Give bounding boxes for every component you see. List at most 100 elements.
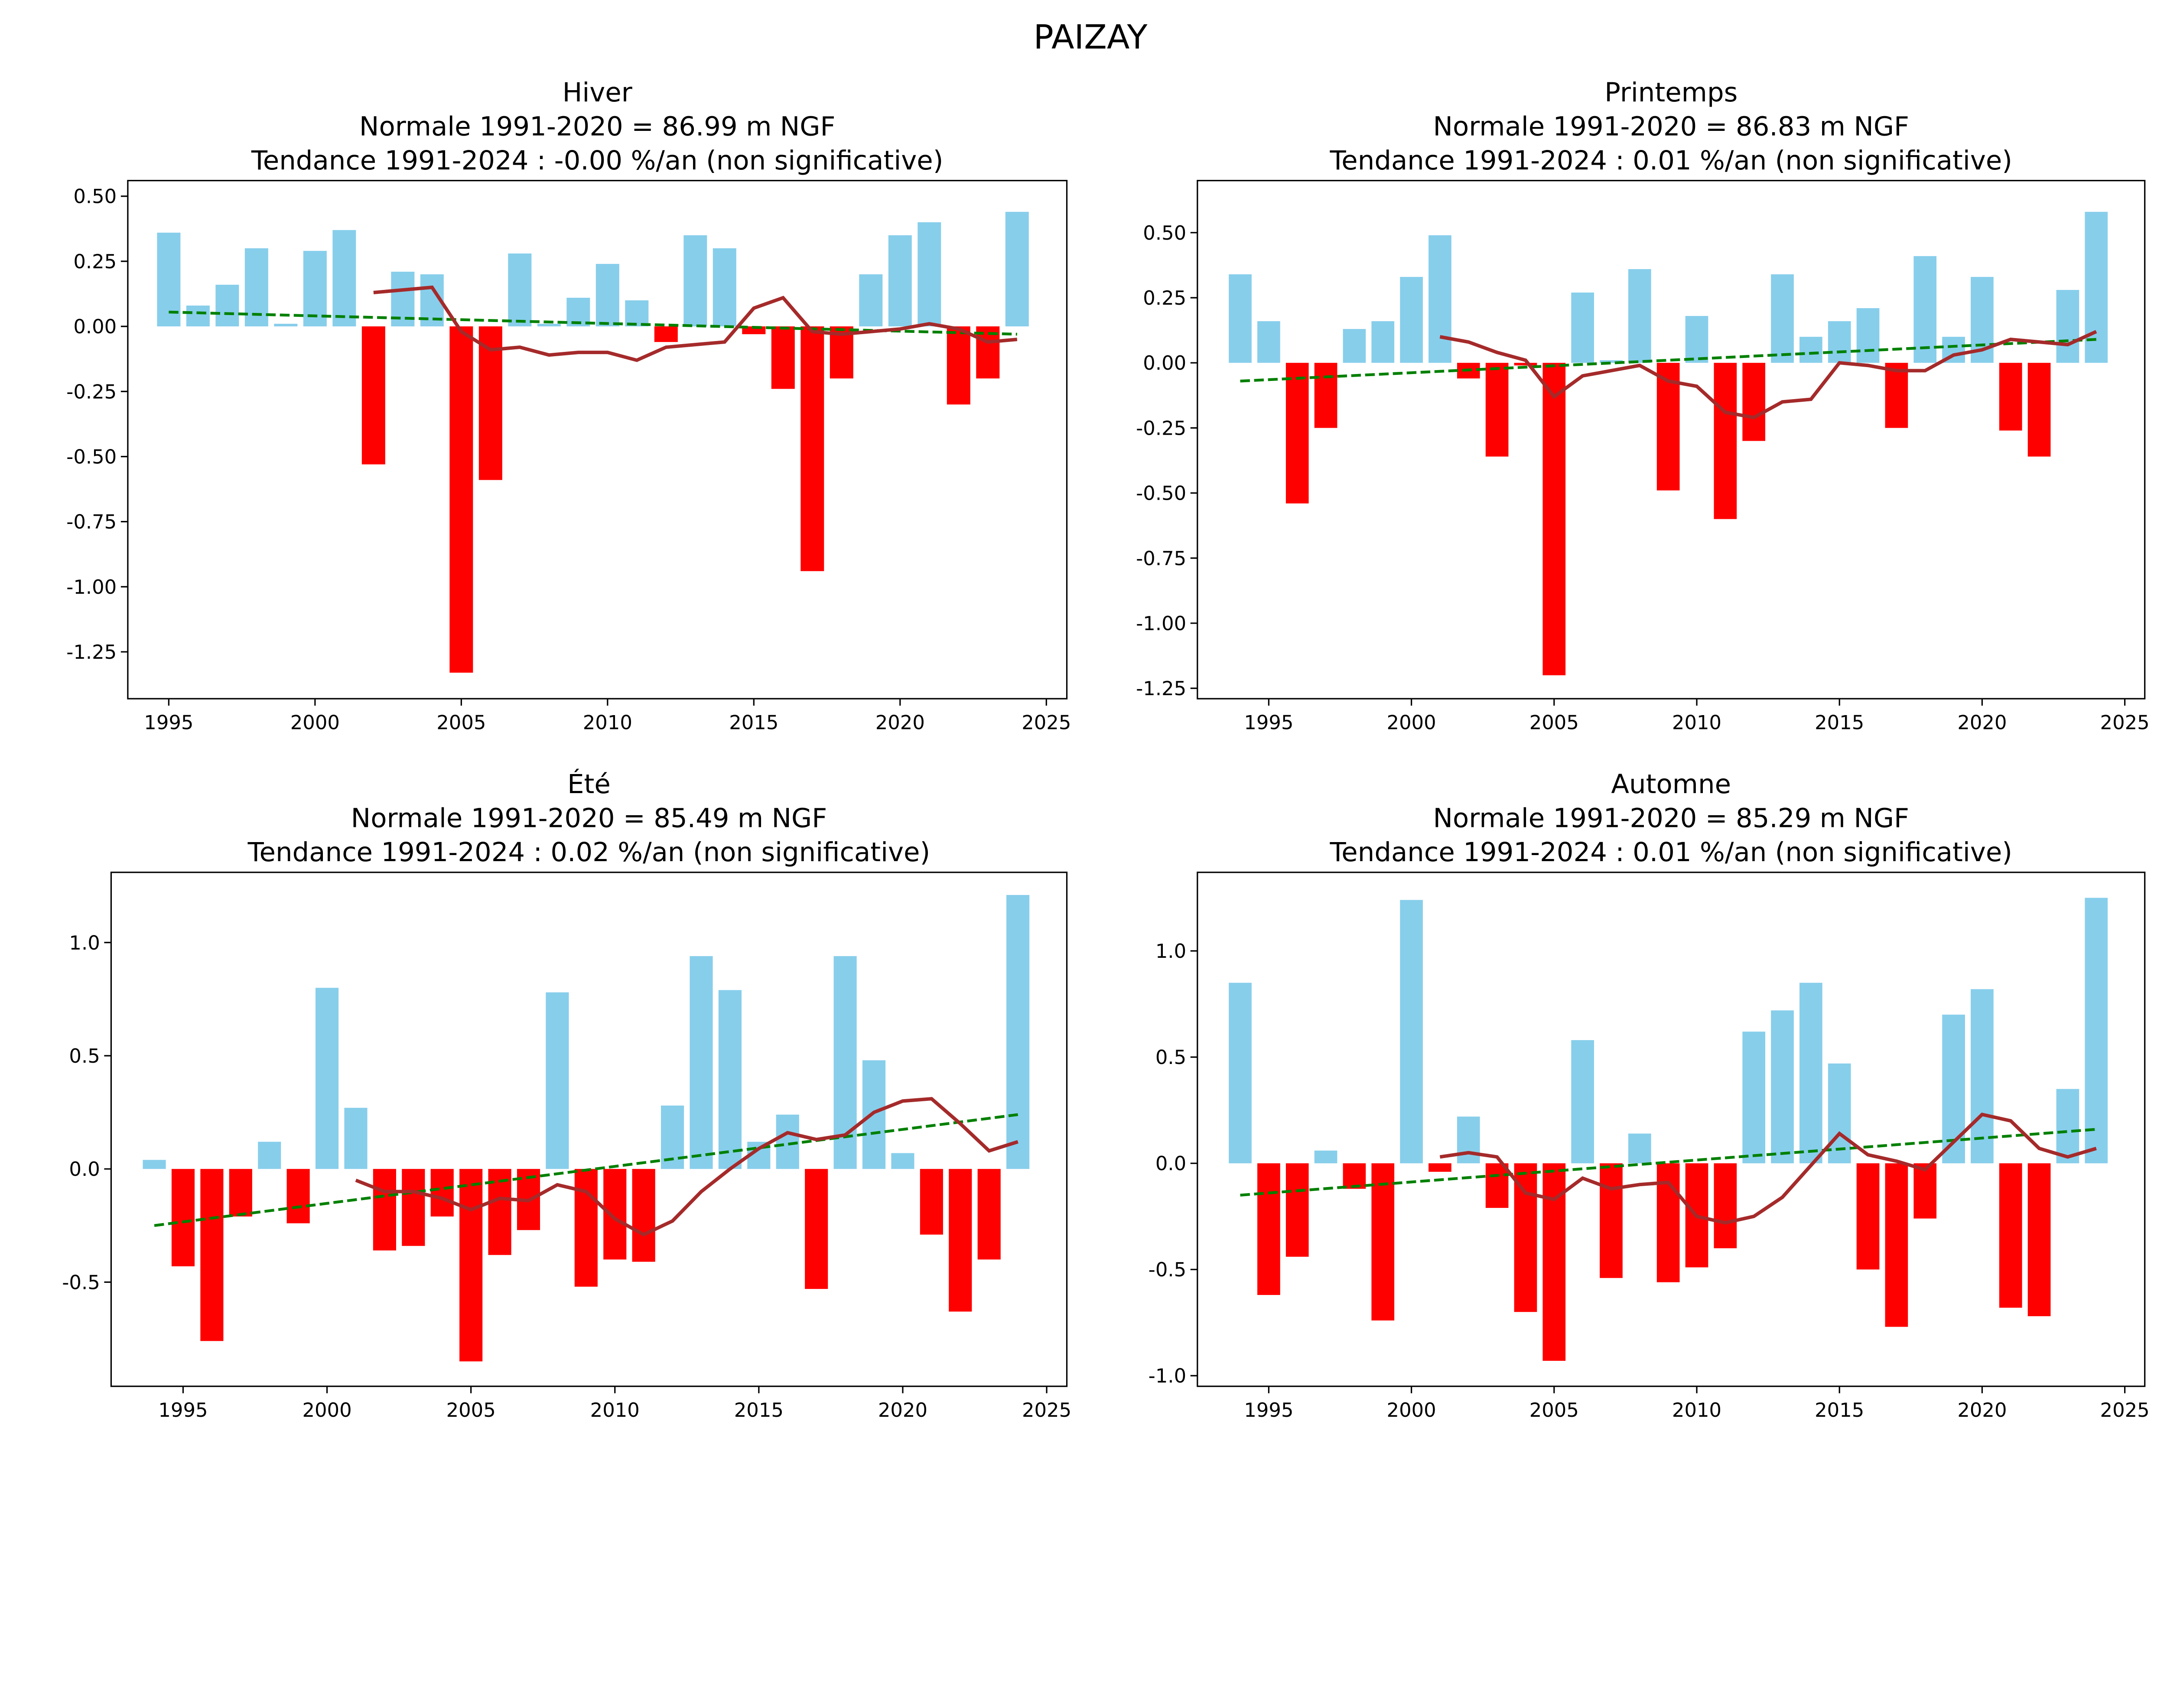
bar — [862, 1060, 886, 1169]
subplot-title-line: Tendance 1991-2024 : 0.02 %/an (non sign… — [247, 837, 931, 868]
bar — [143, 1160, 166, 1169]
bar — [595, 264, 619, 327]
bar — [603, 1169, 627, 1260]
trend-line — [169, 310, 1017, 336]
y-tick-label: 0.50 — [1143, 221, 1186, 244]
bar — [1229, 274, 1252, 363]
subplot-title-line: Printemps — [1604, 77, 1738, 108]
x-tick-label: 2025 — [2100, 1399, 2150, 1422]
trend-line — [154, 1113, 1018, 1227]
y-tick-label: -1.25 — [66, 641, 117, 664]
bar — [200, 1169, 224, 1341]
bar — [546, 992, 569, 1169]
bar — [1600, 1163, 1623, 1278]
bar — [891, 1153, 914, 1169]
axes-frame — [110, 872, 1068, 1387]
x-tick-label: 2010 — [590, 1399, 640, 1422]
subplot-title-line: Été — [567, 768, 611, 800]
subplot-title-line: Hiver — [563, 77, 633, 108]
bar — [1856, 1163, 1880, 1270]
bar — [449, 326, 473, 673]
moving-average-line — [1439, 330, 2097, 420]
x-tick-label: 2005 — [1529, 711, 1579, 734]
y-tick-label: -0.75 — [66, 511, 117, 534]
x-tick-label: 2020 — [878, 1399, 927, 1422]
subplot-title-line: Normale 1991-2020 = 85.29 m NGF — [1433, 803, 1909, 834]
x-tick-label: 2010 — [1672, 711, 1721, 734]
bar — [1628, 1133, 1651, 1164]
bar — [771, 326, 795, 389]
bar — [654, 326, 678, 342]
y-tick-label: 0.0 — [69, 1158, 100, 1181]
bar — [1714, 363, 1737, 519]
y-tick-label: -1.00 — [1136, 612, 1186, 635]
y-tick-label: 0.5 — [69, 1044, 100, 1067]
bar — [776, 1114, 799, 1169]
trend-line — [1240, 338, 2096, 383]
bar — [1971, 989, 1994, 1164]
bar — [918, 222, 941, 327]
moving-average-line — [355, 1097, 1018, 1237]
y-tick-label: 1.0 — [69, 931, 100, 954]
x-tick-label: 2020 — [875, 711, 925, 734]
bar — [332, 230, 356, 327]
bar — [920, 1169, 943, 1235]
bar — [1856, 308, 1880, 363]
bar — [888, 235, 912, 327]
axes-frame — [1197, 872, 2146, 1387]
bar — [274, 324, 298, 327]
bar — [171, 1169, 195, 1266]
x-tick-label: 2010 — [583, 711, 632, 734]
x-tick-label: 1995 — [1244, 1399, 1293, 1422]
bar — [2027, 1163, 2051, 1316]
bar — [1828, 321, 1851, 363]
subplot-title-line: Automne — [1611, 769, 1731, 800]
x-tick-label: 2015 — [729, 711, 778, 734]
bar — [1006, 895, 1030, 1169]
bar — [1913, 1163, 1937, 1219]
bar — [537, 324, 561, 327]
bar — [2056, 290, 2079, 363]
bar — [1257, 1163, 1280, 1295]
bar — [1571, 292, 1594, 363]
bar — [508, 253, 532, 327]
x-tick-label: 2005 — [1529, 1399, 1579, 1422]
bar — [1885, 363, 1908, 428]
x-tick-label: 2025 — [1022, 711, 1071, 734]
bar — [430, 1169, 454, 1217]
suptitle: PAIZAY — [1033, 18, 1148, 57]
bar — [713, 248, 736, 327]
bar — [478, 326, 502, 480]
bar — [1371, 321, 1395, 363]
bar — [229, 1169, 252, 1217]
bar — [1600, 360, 1623, 363]
bar — [1742, 363, 1766, 441]
bar — [2085, 211, 2108, 363]
bar — [1828, 1063, 1851, 1164]
bar — [1285, 1163, 1309, 1257]
bar — [1485, 363, 1509, 457]
bar — [859, 274, 883, 327]
bar — [718, 990, 742, 1169]
bar — [1343, 1163, 1366, 1189]
y-tick-label: 0.5 — [1155, 1046, 1186, 1069]
bar — [690, 956, 713, 1169]
bar — [947, 326, 970, 405]
y-tick-label: 0.25 — [73, 250, 117, 273]
x-tick-label: 2005 — [436, 711, 486, 734]
bar — [1571, 1040, 1594, 1164]
bar — [632, 1169, 655, 1262]
x-tick-label: 2020 — [1957, 1399, 2007, 1422]
bar — [574, 1169, 598, 1287]
bar — [1343, 329, 1366, 363]
bar — [303, 251, 327, 327]
bar — [1314, 1150, 1337, 1164]
bar — [1685, 316, 1708, 363]
bar — [949, 1169, 972, 1312]
bar — [1999, 363, 2022, 431]
bar — [1457, 1116, 1480, 1164]
x-tick-label: 2000 — [1387, 1399, 1436, 1422]
